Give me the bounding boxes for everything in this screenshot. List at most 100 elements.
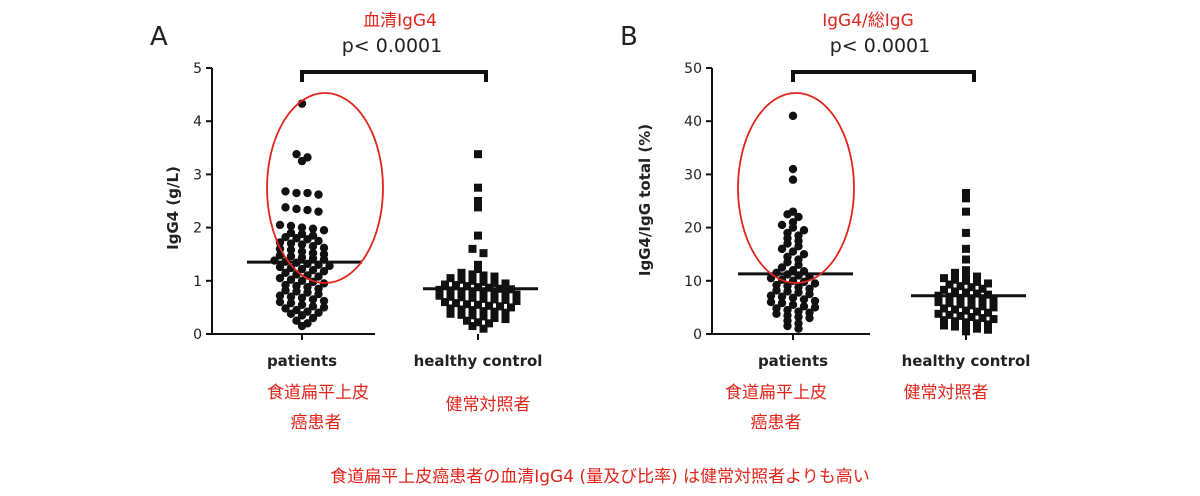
data-point xyxy=(468,293,477,302)
y-tick-label: 40 xyxy=(684,114,702,130)
panel-b: B IgG4/総IgG p< 0.0001 IgG4/IgG total (%)… xyxy=(620,11,1030,433)
data-point xyxy=(777,244,787,254)
data-point xyxy=(474,318,482,327)
data-point xyxy=(314,207,323,216)
data-point xyxy=(457,275,466,284)
data-point xyxy=(810,296,820,306)
data-point xyxy=(962,288,970,297)
data-point xyxy=(962,244,970,253)
data-point xyxy=(501,279,510,288)
panel-letter: B xyxy=(620,22,638,52)
data-point xyxy=(951,287,959,296)
data-point xyxy=(490,295,499,304)
data-point xyxy=(297,293,307,303)
data-point xyxy=(457,305,466,314)
y-tick-label: 30 xyxy=(684,167,702,183)
highlight-ellipse xyxy=(737,92,855,284)
data-point xyxy=(286,245,296,255)
data-point xyxy=(474,231,482,240)
data-point xyxy=(314,236,323,246)
data-point xyxy=(463,316,471,325)
y-tick-label: 0 xyxy=(193,327,202,343)
data-point xyxy=(479,288,488,297)
data-point xyxy=(951,305,959,314)
data-point xyxy=(286,275,296,284)
data-point xyxy=(314,190,323,199)
data-point xyxy=(945,280,954,289)
data-point xyxy=(319,303,329,312)
data-point xyxy=(973,307,981,316)
data-point xyxy=(303,307,312,316)
data-point xyxy=(479,271,488,280)
data-point xyxy=(766,297,776,307)
data-point xyxy=(967,283,976,292)
data-point xyxy=(799,295,809,304)
data-point xyxy=(308,302,318,311)
data-point xyxy=(435,291,444,300)
data-point xyxy=(319,243,329,253)
significance-label: p< 0.0001 xyxy=(830,35,931,57)
y-tick-label: 10 xyxy=(684,274,702,290)
data-point xyxy=(325,261,334,271)
data-point xyxy=(772,304,781,313)
y-tick-label: 4 xyxy=(193,114,202,130)
data-point xyxy=(766,291,776,300)
data-point xyxy=(799,226,809,235)
data-point xyxy=(973,277,981,286)
data-point xyxy=(772,280,781,290)
data-point xyxy=(962,255,970,264)
data-point xyxy=(463,300,471,309)
data-point xyxy=(474,265,482,274)
data-point xyxy=(446,274,455,283)
data-point xyxy=(468,276,477,285)
data-point xyxy=(308,313,318,323)
data-point xyxy=(275,262,285,272)
data-point xyxy=(468,322,477,331)
data-point xyxy=(490,314,499,323)
data-point xyxy=(281,203,290,212)
data-point xyxy=(474,197,482,205)
data-point xyxy=(777,220,787,230)
data-point xyxy=(788,111,798,121)
data-point xyxy=(446,304,455,313)
data-point xyxy=(501,315,510,324)
category-label-ja: 健常対照者 xyxy=(904,383,989,403)
category-label-ja: 癌患者 xyxy=(751,413,802,433)
data-point xyxy=(286,221,296,231)
data-point xyxy=(984,279,992,288)
data-point xyxy=(967,301,976,310)
data-point xyxy=(490,272,499,281)
data-point xyxy=(441,280,449,289)
data-point xyxy=(962,189,970,198)
y-tick-label: 50 xyxy=(684,61,702,77)
annotation-title: IgG4/総IgG xyxy=(822,11,914,31)
data-point xyxy=(479,324,488,333)
data-point xyxy=(286,263,296,273)
data-point xyxy=(479,249,488,258)
data-point xyxy=(297,223,307,232)
data-point xyxy=(468,270,477,279)
data-point xyxy=(945,299,954,308)
significance-label: p< 0.0001 xyxy=(342,35,443,57)
data-point xyxy=(989,297,998,306)
data-point xyxy=(281,304,290,313)
data-point xyxy=(962,306,970,315)
data-point xyxy=(297,247,307,256)
plot-area xyxy=(706,67,1026,340)
data-point xyxy=(973,272,981,281)
data-point xyxy=(777,298,787,308)
data-point xyxy=(940,304,948,313)
data-point xyxy=(951,268,959,277)
data-point xyxy=(292,316,301,325)
data-point xyxy=(501,308,510,317)
data-point xyxy=(275,291,285,300)
y-tick-label: 20 xyxy=(684,221,702,237)
data-point xyxy=(794,282,803,292)
y-tick-label: 2 xyxy=(193,221,202,237)
data-point xyxy=(468,306,477,315)
data-point xyxy=(956,282,965,291)
annotation-title: 血清IgG4 xyxy=(363,11,437,31)
data-point xyxy=(292,149,301,159)
data-point xyxy=(319,226,329,235)
data-point xyxy=(788,164,798,174)
